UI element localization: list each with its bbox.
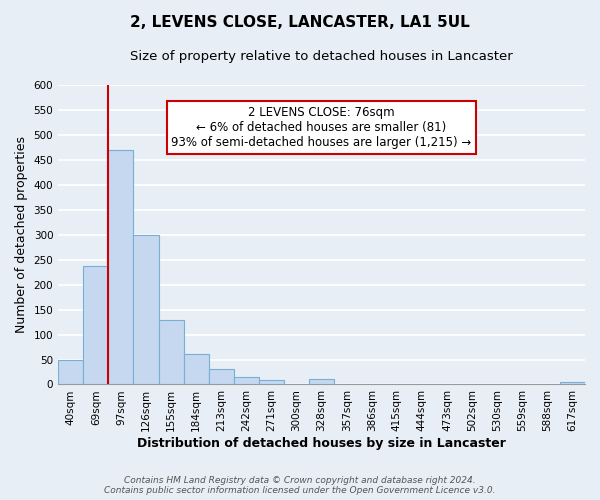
Bar — [184, 354, 209, 384]
Y-axis label: Number of detached properties: Number of detached properties — [15, 136, 28, 333]
Bar — [259, 380, 284, 384]
Bar — [560, 382, 585, 384]
Text: Contains HM Land Registry data © Crown copyright and database right 2024.
Contai: Contains HM Land Registry data © Crown c… — [104, 476, 496, 495]
Bar — [58, 360, 83, 384]
Bar — [234, 377, 259, 384]
Bar — [109, 150, 133, 384]
Bar — [209, 370, 234, 384]
Bar — [309, 380, 334, 384]
Bar — [133, 234, 158, 384]
Bar — [83, 266, 109, 384]
Bar — [158, 320, 184, 384]
Text: 2 LEVENS CLOSE: 76sqm
← 6% of detached houses are smaller (81)
93% of semi-detac: 2 LEVENS CLOSE: 76sqm ← 6% of detached h… — [172, 106, 472, 149]
X-axis label: Distribution of detached houses by size in Lancaster: Distribution of detached houses by size … — [137, 437, 506, 450]
Title: Size of property relative to detached houses in Lancaster: Size of property relative to detached ho… — [130, 50, 513, 63]
Text: 2, LEVENS CLOSE, LANCASTER, LA1 5UL: 2, LEVENS CLOSE, LANCASTER, LA1 5UL — [130, 15, 470, 30]
